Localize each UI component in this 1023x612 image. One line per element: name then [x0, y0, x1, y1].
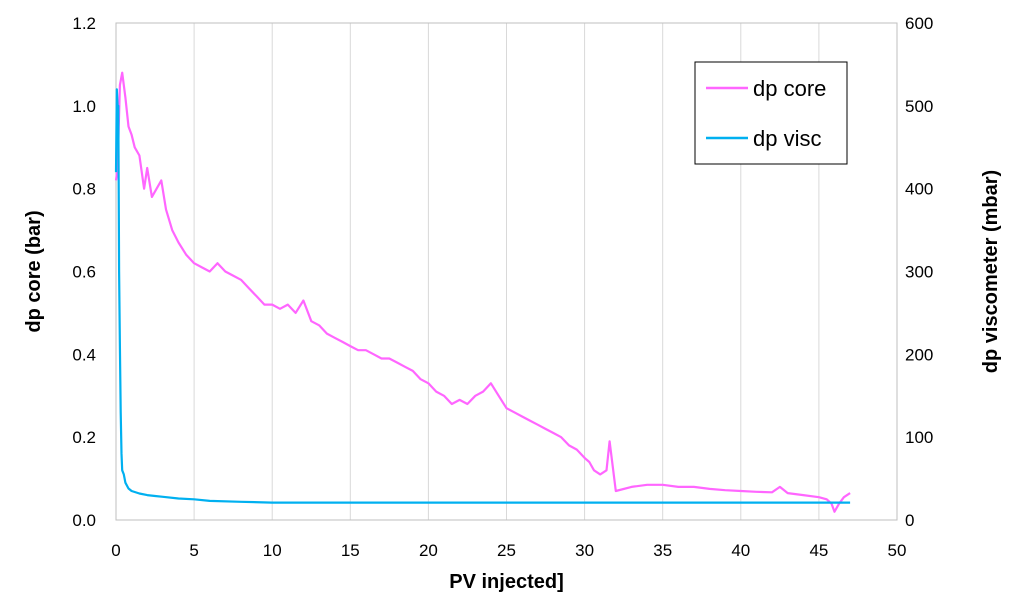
legend: dp core dp visc: [694, 61, 848, 165]
x-tick-label: 25: [497, 541, 516, 560]
x-tick-label: 30: [575, 541, 594, 560]
y-tick-label: 0.0: [72, 511, 96, 530]
y2-tick-label: 100: [905, 428, 933, 447]
x-tick-label: 45: [809, 541, 828, 560]
y-tick-label: 1.0: [72, 97, 96, 116]
y2-tick-label: 500: [905, 97, 933, 116]
y-tick-label: 0.8: [72, 180, 96, 199]
y-tick-label: 0.2: [72, 428, 96, 447]
y2-tick-label: 200: [905, 345, 933, 364]
plot-area-frame: [115, 22, 898, 521]
y-tick-label: 0.4: [72, 345, 96, 364]
y-axis-title: dp core (bar): [23, 210, 45, 332]
x-tick-label: 50: [888, 541, 907, 560]
tick-labels: 0 5 10 15 20 25 30 35 40 45 50 0.0 0.2 0.4 0.6 0.8 1.0 1.…: [72, 14, 933, 560]
x-tick-label: 40: [731, 541, 750, 560]
y2-tick-label: 400: [905, 180, 933, 199]
y2-tick-label: 600: [905, 14, 933, 33]
x-tick-label: 0: [111, 541, 120, 560]
legend-box: [694, 61, 848, 165]
legend-label-dp-visc: dp visc: [753, 126, 821, 151]
series-layer: [114, 71, 851, 513]
legend-label-dp-core: dp core: [753, 76, 826, 101]
x-axis-title: PV injected]: [449, 571, 563, 593]
x-tick-label: 35: [653, 541, 672, 560]
x-tick-label: 15: [341, 541, 360, 560]
y2-tick-label: 0: [905, 511, 914, 530]
series-line-dp-visc: [114, 88, 851, 504]
x-tick-label: 20: [419, 541, 438, 560]
y2-tick-label: 300: [905, 263, 933, 282]
y-tick-label: 1.2: [72, 14, 96, 33]
x-tick-label: 10: [263, 541, 282, 560]
x-tick-label: 5: [189, 541, 198, 560]
y-tick-label: 0.6: [72, 263, 96, 282]
y2-axis-title: dp viscometer (mbar): [980, 170, 1002, 373]
series-line-dp-core: [114, 71, 851, 513]
vertical-gridlines: [193, 23, 820, 520]
